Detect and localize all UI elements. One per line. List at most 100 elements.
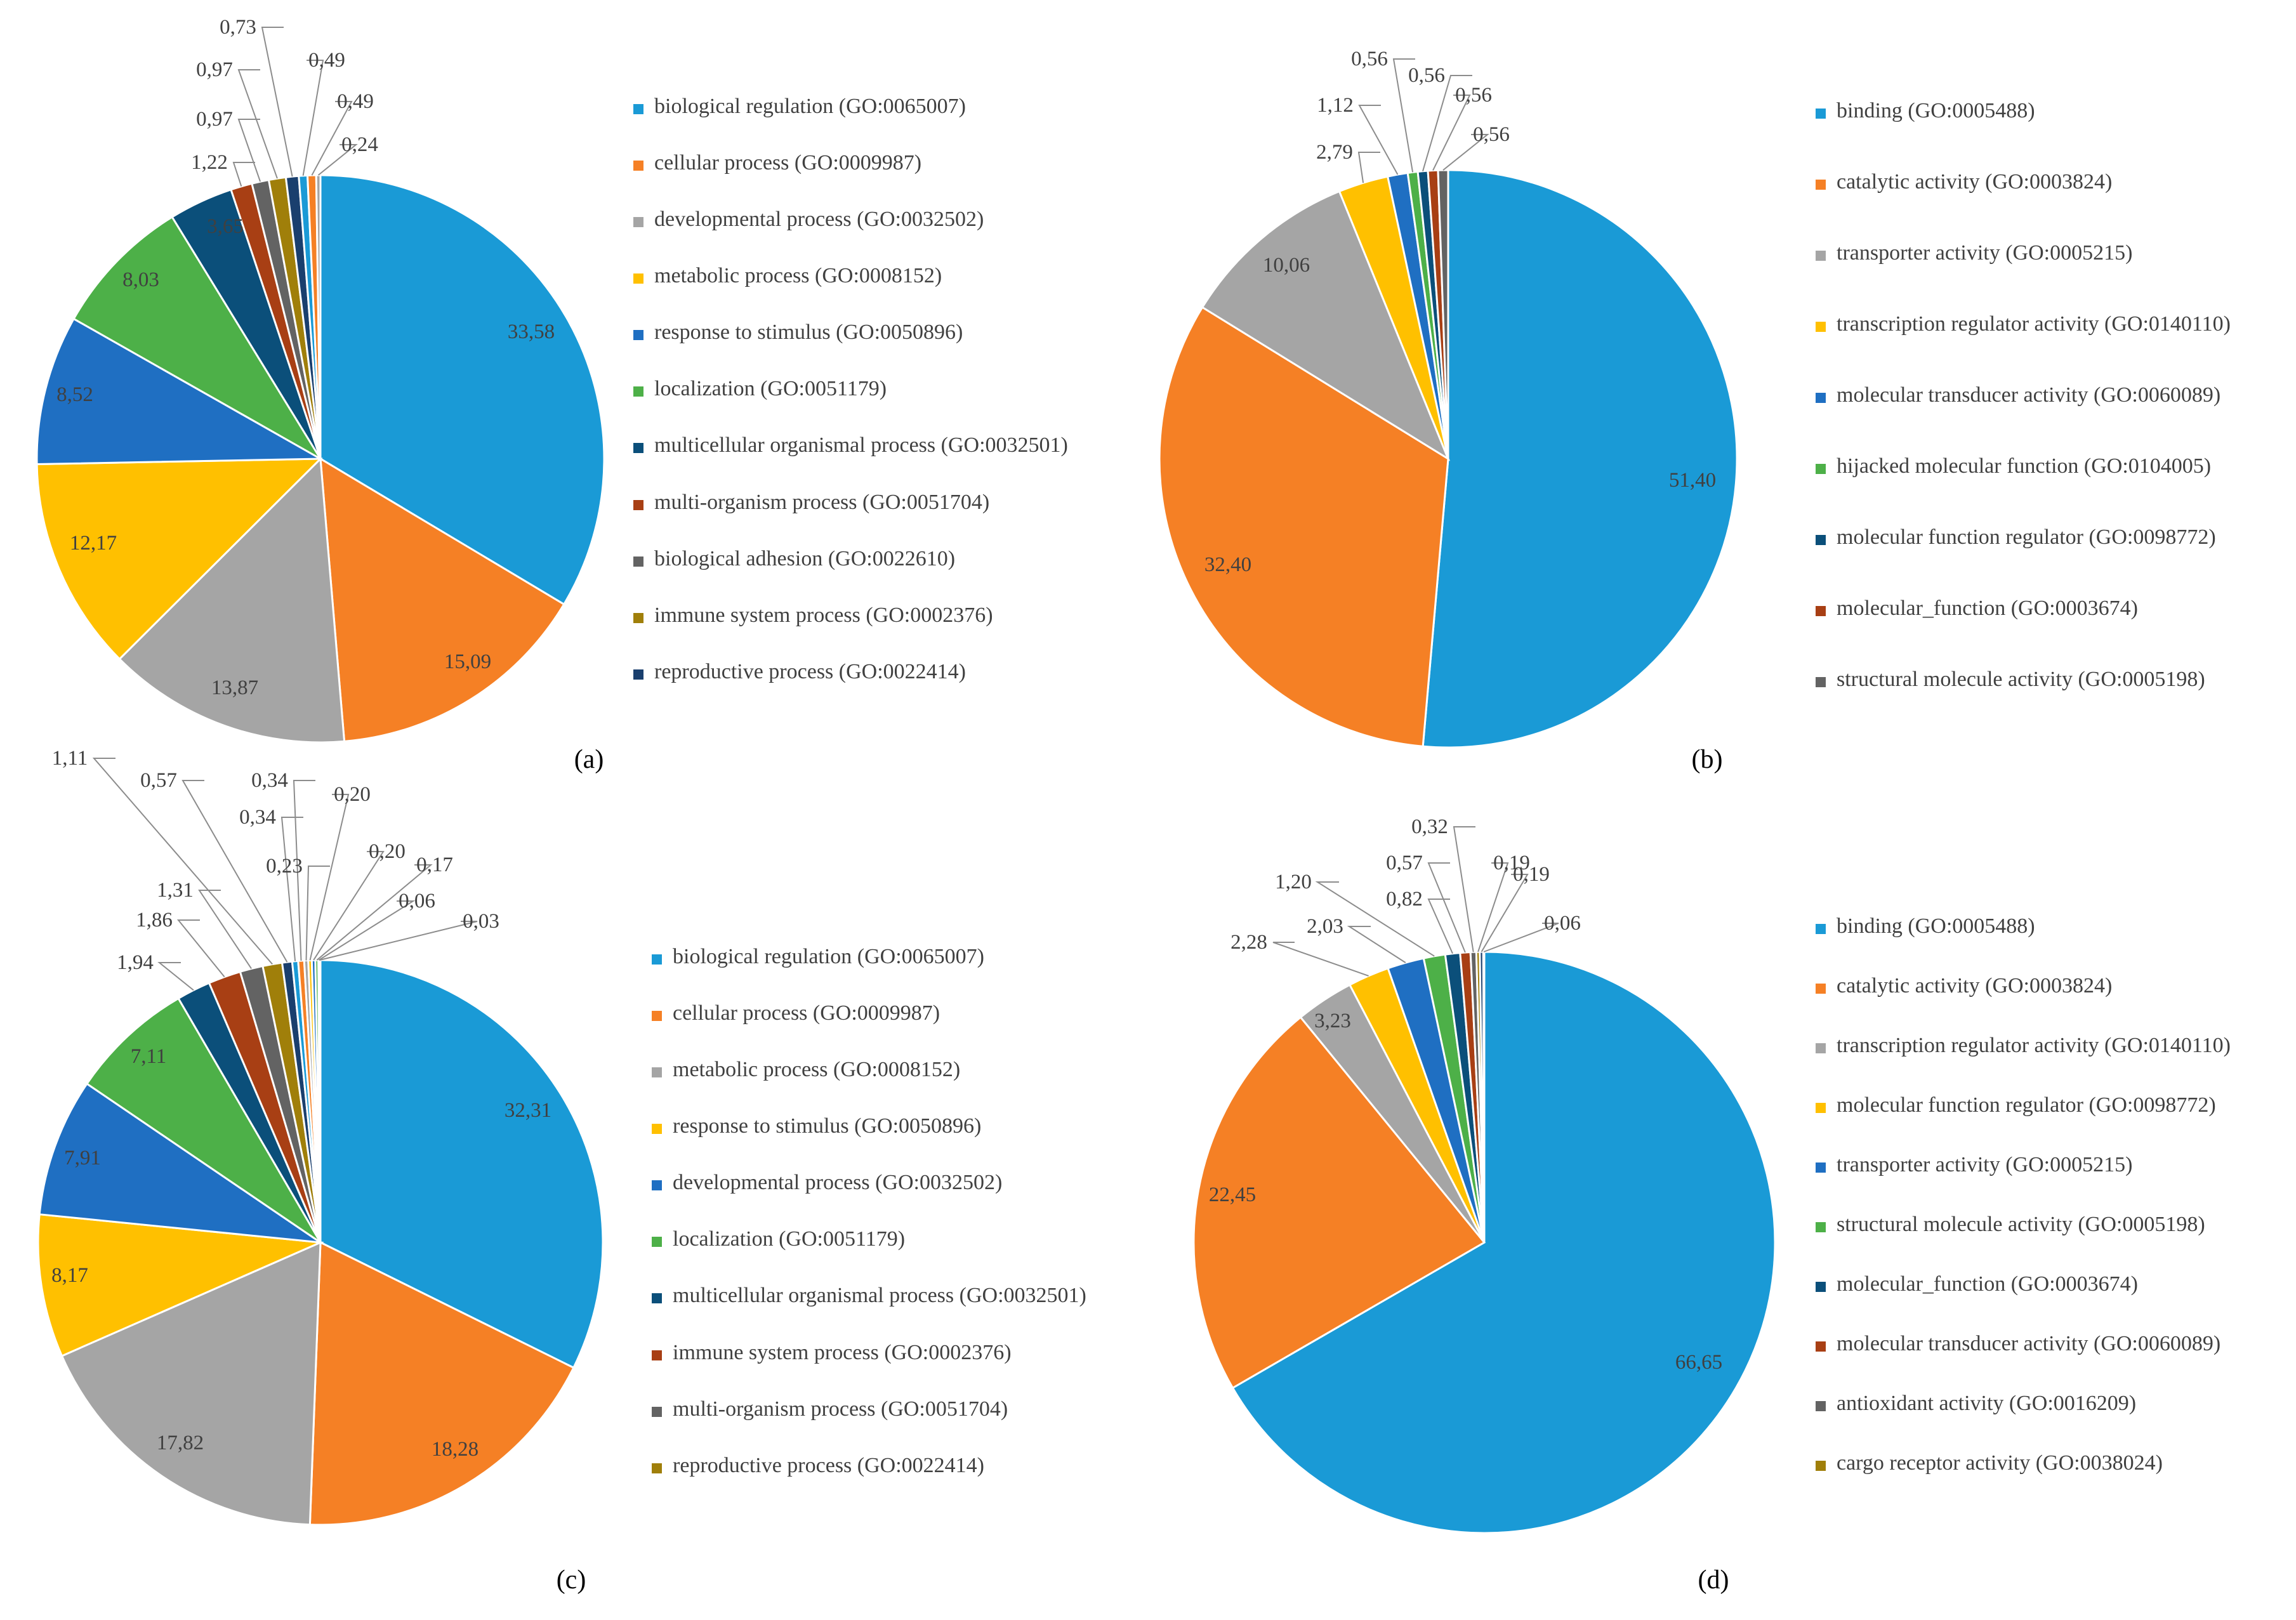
legend-label: antioxidant activity (GO:0016209) xyxy=(1837,1392,2136,1415)
leader-line xyxy=(198,890,252,970)
leader-line xyxy=(1442,134,1489,171)
leader-line xyxy=(1453,826,1475,952)
legend-swatch xyxy=(1816,984,1826,994)
data-label: 1,11 xyxy=(52,747,88,770)
leader-line xyxy=(1481,874,1529,952)
chart-panel: 51,40 32,40 10,06 2,79 1,12 0,56 0,56 0,56 0,56 b… xyxy=(1158,48,2231,774)
data-label: 0,56 xyxy=(1351,48,1388,70)
legend-label: molecular_function (GO:0003674) xyxy=(1837,596,2138,620)
legend-label: catalytic activity (GO:0003824) xyxy=(1837,974,2112,998)
legend-swatch xyxy=(633,161,643,171)
legend-label: multicellular organismal process (GO:003… xyxy=(654,433,1068,457)
legend-swatch xyxy=(652,1237,662,1247)
data-label: 33,58 xyxy=(508,320,555,343)
legend-label: molecular transducer activity (GO:006008… xyxy=(1837,1332,2220,1355)
data-label: 0,82 xyxy=(1386,888,1423,911)
leader-line xyxy=(1483,923,1559,952)
pie-slice xyxy=(60,1241,322,1526)
legend-label: hijacked molecular function (GO:0104005) xyxy=(1837,454,2211,478)
pie-slice xyxy=(319,457,565,743)
legend-label: localization (GO:0051179) xyxy=(654,377,887,400)
legend-swatch xyxy=(633,386,643,397)
legend-swatch xyxy=(1816,1341,1826,1352)
data-label: 22,45 xyxy=(1209,1183,1256,1206)
leader-line xyxy=(305,866,330,961)
leader-line xyxy=(261,27,293,177)
legend-swatch xyxy=(1816,1282,1826,1292)
pie-slice xyxy=(72,215,322,460)
data-label: 0,73 xyxy=(220,16,256,39)
legend-swatch xyxy=(633,330,643,340)
data-label: 2,28 xyxy=(1230,931,1267,954)
pie-slice xyxy=(36,458,323,661)
data-label: 1,31 xyxy=(157,879,194,902)
leader-line xyxy=(319,921,478,961)
legend-swatch xyxy=(1816,1222,1826,1232)
data-label: 18,28 xyxy=(432,1438,478,1461)
data-label: 0,34 xyxy=(251,769,288,792)
legend-swatch xyxy=(1816,393,1826,403)
legend-label: molecular_function (GO:0003674) xyxy=(1837,1272,2138,1296)
legend-label: immune system process (GO:0002376) xyxy=(673,1341,1012,1364)
data-label: 51,40 xyxy=(1669,469,1716,492)
legend-swatch xyxy=(652,954,662,965)
data-label: 0,97 xyxy=(196,58,233,81)
legend-label: transporter activity (GO:0005215) xyxy=(1837,241,2132,265)
legend-swatch xyxy=(633,443,643,453)
legend-swatch xyxy=(633,104,643,114)
leader-line xyxy=(1432,95,1471,171)
leader-line xyxy=(1392,58,1415,173)
legend-label: biological regulation (GO:0065007) xyxy=(673,945,984,968)
leader-line xyxy=(1358,105,1399,175)
legend-label: structural molecule activity (GO:0005198… xyxy=(1837,668,2205,691)
pie-slice xyxy=(319,174,605,606)
data-label: 0,34 xyxy=(239,806,276,829)
pie-slice xyxy=(1158,306,1449,747)
leader-line xyxy=(317,144,358,176)
leader-line xyxy=(237,119,261,182)
data-label: 0,56 xyxy=(1473,123,1510,146)
pie-slice xyxy=(308,1241,575,1526)
data-label: 0,57 xyxy=(140,769,177,792)
data-label: 0,24 xyxy=(341,133,378,156)
legend-swatch xyxy=(633,273,643,284)
leader-line xyxy=(318,900,416,961)
data-label: 3,23 xyxy=(1314,1010,1351,1032)
leader-line xyxy=(309,794,350,961)
legend-label: developmental process (GO:0032502) xyxy=(673,1171,1002,1194)
legend-swatch xyxy=(1816,924,1826,934)
legend-label: transcription regulator activity (GO:014… xyxy=(1837,1034,2231,1057)
data-label: 0,17 xyxy=(416,853,453,876)
data-label: 7,11 xyxy=(131,1045,167,1068)
data-label: 0,20 xyxy=(369,840,406,863)
pie-slice xyxy=(36,317,324,466)
pie-slice xyxy=(38,1082,321,1244)
legend-swatch xyxy=(652,1293,662,1303)
legend-label: cellular process (GO:0009987) xyxy=(673,1001,940,1025)
leader-line xyxy=(1427,899,1453,954)
legend-swatch xyxy=(1816,677,1826,687)
pie-slice xyxy=(85,997,322,1244)
leader-line xyxy=(176,919,225,978)
panel-label: (c) xyxy=(557,1565,586,1595)
legend-swatch xyxy=(633,217,643,227)
legend-label: biological adhesion (GO:0022610) xyxy=(654,547,955,570)
data-label: 1,22 xyxy=(191,151,228,174)
legend-label: transcription regulator activity (GO:014… xyxy=(1837,312,2231,336)
leader-line xyxy=(1315,881,1435,957)
data-label: 2,79 xyxy=(1316,141,1353,164)
legend-label: metabolic process (GO:0008152) xyxy=(673,1058,960,1081)
legend-swatch xyxy=(1816,1043,1826,1053)
data-label: 0,19 xyxy=(1493,852,1530,874)
legend-label: multi-organism process (GO:0051704) xyxy=(654,491,989,514)
data-label: 1,94 xyxy=(117,951,154,974)
legend-swatch xyxy=(1816,1461,1826,1471)
legend-label: multicellular organismal process (GO:003… xyxy=(673,1284,1086,1307)
legend-swatch xyxy=(1816,1103,1826,1113)
data-label: 3,65 xyxy=(207,215,244,238)
legend-swatch xyxy=(633,669,643,680)
data-label: 0,03 xyxy=(463,910,499,933)
data-label: 0,19 xyxy=(1513,863,1550,886)
legend-swatch xyxy=(1816,180,1826,190)
legend-swatch xyxy=(652,1350,662,1360)
